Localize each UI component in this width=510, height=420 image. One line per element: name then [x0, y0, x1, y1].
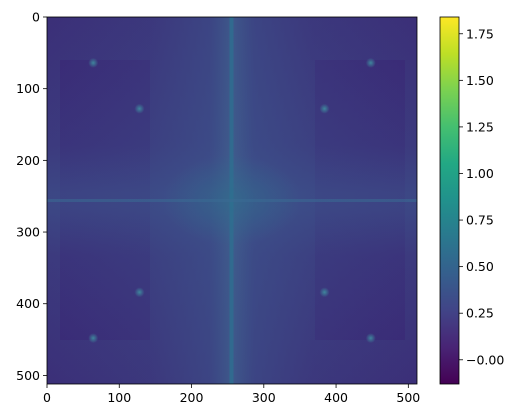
x-tick-label-0: 0 [43, 390, 51, 405]
colorbar-tick-label-7: 1.75 [466, 26, 494, 41]
heatmap-dot-7 [365, 333, 376, 344]
y-tick-label-0: 0 [32, 10, 40, 25]
colorbar-tick-label-6: 1.50 [466, 73, 494, 88]
heatmap-dot-3 [365, 57, 376, 68]
y-tick-label-3: 300 [16, 225, 40, 240]
y-tick-label-2: 200 [16, 153, 40, 168]
colorbar-tick-label-4: 1.00 [466, 166, 494, 181]
heatmap-dot-4 [88, 333, 99, 344]
heatmap-dot-1 [134, 103, 145, 114]
y-tick-label-4: 400 [16, 296, 40, 311]
heatmap-image [47, 17, 417, 384]
heatmap-dot-0 [88, 57, 99, 68]
x-tick-label-2: 200 [180, 390, 204, 405]
heatmap-dots [88, 57, 376, 344]
colorbar-tick-label-0: −0.00 [466, 352, 504, 367]
heatmap-dot-6 [319, 287, 330, 298]
x-tick-label-3: 300 [252, 390, 276, 405]
colorbar-tick-label-5: 1.25 [466, 119, 494, 134]
colorbar-axis: −0.00 0.25 0.50 0.75 1.00 1.25 1.50 1.75 [459, 26, 504, 367]
heatmap-dot-5 [134, 287, 145, 298]
x-tick-label-1: 100 [107, 390, 131, 405]
y-axis: 0 100 200 300 400 500 [16, 10, 47, 383]
x-tick-label-5: 500 [396, 390, 420, 405]
x-axis: 0 100 200 300 400 500 [43, 384, 420, 405]
heatmap-dot-2 [319, 103, 330, 114]
colorbar-tick-label-1: 0.25 [466, 306, 494, 321]
colorbar-tick-label-2: 0.50 [466, 259, 494, 274]
y-tick-label-1: 100 [16, 81, 40, 96]
colorbar [439, 16, 460, 385]
x-tick-label-4: 400 [324, 390, 348, 405]
plot-frame [46, 16, 418, 385]
heatmap-center-horizontal-line [47, 199, 417, 202]
colorbar-tick-label-3: 0.75 [466, 213, 494, 228]
y-tick-label-5: 500 [16, 368, 40, 383]
